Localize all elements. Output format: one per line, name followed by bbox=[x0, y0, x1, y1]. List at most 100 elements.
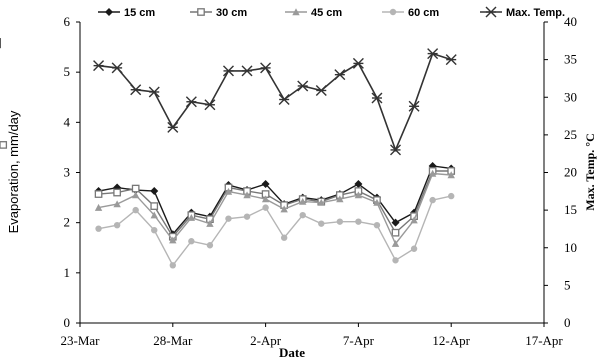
legend-item: Max. Temp. bbox=[480, 6, 565, 19]
chart-legend: 15 cm 30 cm 45 cm 60 cm Max. Temp. bbox=[98, 6, 565, 19]
legend-label: Max. Temp. bbox=[506, 7, 565, 19]
series-60-cm bbox=[95, 192, 455, 269]
triangle-marker bbox=[447, 171, 455, 179]
y-left-tick-label: 6 bbox=[64, 14, 71, 29]
legend-item: 30 cm bbox=[190, 7, 247, 19]
y-left-tick-label: 1 bbox=[64, 265, 71, 280]
triangle-marker bbox=[187, 213, 196, 221]
asterisk-marker bbox=[167, 121, 179, 133]
legend-item: 15 cm bbox=[98, 7, 155, 19]
legend-item: 60 cm bbox=[382, 7, 439, 19]
asterisk-marker bbox=[315, 84, 327, 96]
asterisk-marker bbox=[148, 86, 160, 98]
asterisk-marker bbox=[241, 65, 253, 77]
asterisk-marker bbox=[260, 62, 272, 74]
triangle-marker bbox=[224, 187, 233, 195]
triangle-marker bbox=[150, 211, 158, 219]
circle-marker bbox=[113, 221, 121, 229]
triangle-marker bbox=[206, 219, 214, 227]
square-marker bbox=[0, 141, 8, 149]
circle-marker bbox=[132, 206, 139, 214]
asterisk-marker bbox=[204, 99, 216, 111]
asterisk-marker bbox=[278, 94, 290, 106]
circle-marker bbox=[318, 220, 325, 227]
series-line bbox=[98, 170, 452, 238]
square-marker bbox=[113, 188, 121, 197]
series-line bbox=[98, 195, 452, 267]
triangle-marker bbox=[131, 191, 140, 199]
y-right-tick-label: 25 bbox=[564, 127, 577, 142]
square-marker bbox=[391, 228, 400, 237]
y-right-tick-label: 20 bbox=[564, 165, 577, 180]
asterisk-marker bbox=[222, 65, 234, 77]
diamond-marker bbox=[105, 8, 113, 16]
x-tick-label: 17-Apr bbox=[525, 333, 563, 348]
triangle-marker bbox=[292, 8, 300, 16]
circle-marker bbox=[206, 242, 214, 249]
circle-marker bbox=[243, 213, 251, 220]
diamond-marker bbox=[150, 187, 159, 196]
legend-label: 60 cm bbox=[408, 7, 439, 19]
circle-marker bbox=[336, 218, 344, 225]
triangle-marker bbox=[243, 191, 251, 199]
y-right-tick-label: 10 bbox=[564, 240, 577, 255]
circle-marker bbox=[225, 215, 232, 222]
y-right-tick-label: 0 bbox=[564, 315, 571, 330]
circle-marker bbox=[169, 262, 176, 269]
circle-marker bbox=[151, 226, 158, 234]
circle-marker bbox=[373, 221, 381, 229]
triangle-marker bbox=[428, 169, 437, 177]
y-axis-right-title: Max. Temp. °C bbox=[583, 133, 597, 210]
triangle-marker bbox=[354, 191, 363, 199]
triangle-marker bbox=[373, 198, 381, 206]
chart-series bbox=[0, 38, 457, 269]
chart-axes: 0 1 2 3 4 5 6 0 5 10 15 20 25 30 35 40 23-Mar 28-Mar 2-Apr… bbox=[6, 14, 597, 360]
asterisk-marker bbox=[111, 62, 123, 74]
series-line bbox=[98, 165, 452, 236]
triangle-marker bbox=[299, 197, 307, 205]
triangle-marker bbox=[261, 195, 270, 203]
legend-item: 45 cm bbox=[285, 7, 342, 19]
asterisk-marker bbox=[352, 57, 364, 69]
asterisk-marker bbox=[390, 144, 402, 156]
circle-marker bbox=[280, 234, 288, 241]
legend-label: 30 cm bbox=[216, 7, 247, 19]
diamond-marker bbox=[391, 218, 400, 227]
circle-marker bbox=[262, 204, 269, 211]
y-right-tick-label: 15 bbox=[564, 202, 577, 217]
asterisk-marker bbox=[334, 69, 346, 81]
circle-marker bbox=[188, 238, 195, 245]
y-left-tick-label: 0 bbox=[64, 315, 71, 330]
asterisk-marker bbox=[485, 6, 497, 18]
diamond-marker bbox=[354, 180, 363, 189]
circle-marker bbox=[299, 211, 306, 219]
square-marker bbox=[131, 184, 140, 193]
asterisk-marker bbox=[297, 80, 309, 92]
y-right-tick-label: 30 bbox=[564, 89, 577, 104]
square-marker bbox=[197, 8, 205, 16]
asterisk-marker bbox=[130, 84, 142, 96]
x-tick-label: 2-Apr bbox=[250, 333, 282, 348]
y-axis-left-title: Evaporation, mm/day bbox=[6, 110, 21, 233]
y-right-tick-label: 35 bbox=[564, 52, 577, 67]
asterisk-marker bbox=[185, 96, 197, 108]
square-marker bbox=[150, 202, 159, 210]
circle-marker bbox=[429, 196, 436, 204]
triangle-marker bbox=[391, 240, 400, 247]
triangle-marker bbox=[94, 203, 103, 211]
triangle-marker bbox=[280, 205, 288, 213]
legend-label: 15 cm bbox=[124, 7, 155, 19]
circle-marker bbox=[355, 218, 362, 225]
y-left-tick-label: 4 bbox=[64, 114, 71, 129]
y-right-tick-label: 5 bbox=[564, 277, 571, 292]
diamond-marker bbox=[261, 180, 270, 189]
triangle-marker bbox=[317, 198, 325, 206]
x-tick-label: 23-Mar bbox=[61, 333, 101, 348]
legend-label: 45 cm bbox=[311, 7, 342, 19]
y-left-tick-label: 2 bbox=[64, 215, 71, 230]
y-left-tick-label: 5 bbox=[64, 64, 71, 79]
x-axis-title: Date bbox=[279, 345, 305, 360]
x-tick-label: 12-Apr bbox=[432, 333, 470, 348]
series-45-cm bbox=[94, 169, 455, 247]
circle-marker bbox=[410, 245, 418, 252]
